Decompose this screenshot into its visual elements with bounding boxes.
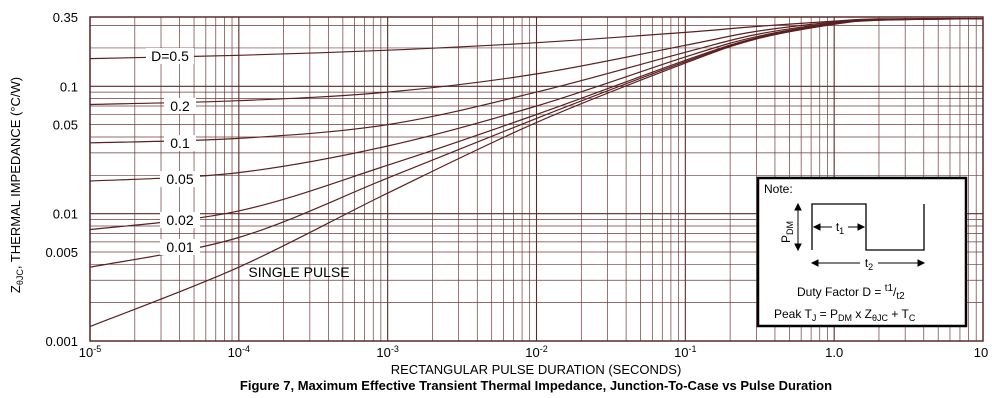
x-tick-labels: 10-5 10-4 10-3 10-2 10-1 1.0 10 (79, 344, 988, 360)
x-tick-label: 10-5 (79, 344, 101, 360)
t1-arrow (812, 223, 866, 231)
curve-label-bg (160, 212, 200, 228)
duty-factor-text: Duty Factor D = t1/t2 (797, 283, 905, 302)
y-tick-label: 0.005 (45, 245, 78, 260)
curve-label: SINGLE PULSE (248, 264, 349, 280)
y-tick-label: 0.001 (45, 334, 78, 349)
x-tick-label: 10 (974, 345, 988, 360)
grid (89, 17, 983, 342)
pdm-label: PDM (779, 221, 795, 243)
x-tick-label: 10-2 (525, 344, 547, 360)
x-tick-label: 10-1 (674, 344, 696, 360)
t2-arrow (810, 259, 926, 267)
curve-label: 0.05 (166, 171, 193, 187)
curve-label-bg (160, 239, 200, 255)
x-tick-label: 10-3 (376, 344, 398, 360)
plot-frame (89, 16, 984, 342)
note-title: Note: (764, 182, 793, 196)
curve-label: 0.1 (170, 135, 190, 151)
peak-tj-text: Peak TJ = PDM x ZθJC + TC (774, 307, 916, 323)
y-tick-label: 0.05 (53, 118, 78, 133)
curve-label-bg (164, 98, 196, 114)
t2-label: t2 (865, 256, 873, 272)
note-box: Note: PDM t1 t2 (756, 176, 968, 328)
t1-label: t1 (836, 220, 844, 236)
y-tick-label: 0.01 (53, 207, 78, 222)
y-tick-labels: 0.35 0.1 0.05 0.01 0.005 0.001 (45, 10, 78, 349)
pulse-waveform (811, 203, 925, 251)
curve-labels: D=0.5 0.2 0.1 0.05 0.02 0.01 SINGLE PULSE (146, 48, 350, 280)
curve-label-bg (164, 135, 196, 151)
y-tick-label: 0.35 (53, 10, 78, 25)
curves (89, 18, 984, 328)
curve-label-bg (160, 171, 200, 187)
x-tick-label: 1.0 (825, 345, 843, 360)
x-tick-label: 10-4 (228, 344, 250, 360)
curve-label: D=0.5 (151, 48, 189, 64)
curve-label-bg (146, 48, 194, 64)
figure-caption: Figure 7, Maximum Effective Transient Th… (240, 378, 832, 393)
y-tick-label: 0.1 (60, 79, 78, 94)
curve-label: 0.02 (166, 212, 193, 228)
x-axis-label: RECTANGULAR PULSE DURATION (SECONDS) (391, 362, 682, 377)
curve-label: 0.01 (166, 239, 193, 255)
series-line-6 (89, 18, 984, 328)
y-axis-label: ZθJC, THERMAL IMPEDANCE (°C/W) (8, 77, 25, 293)
curve-label: 0.2 (170, 98, 190, 114)
pdm-arrow (794, 202, 802, 252)
